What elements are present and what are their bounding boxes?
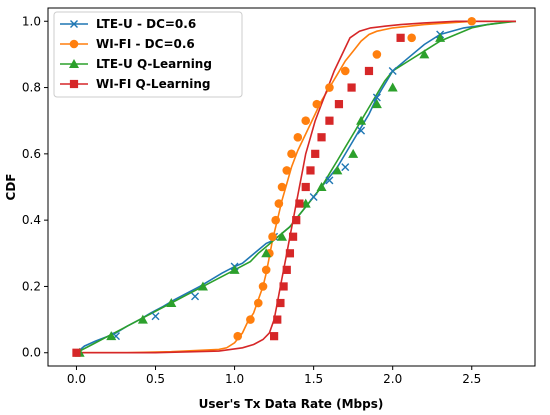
y-tick-label: 0.0 <box>22 346 41 360</box>
marker-stroke <box>151 312 160 321</box>
marker-stroke <box>191 292 200 301</box>
series-point-wi-fi-q-learning <box>301 182 310 192</box>
x-tick-label: 2.0 <box>383 372 402 386</box>
series-point-wi-fi-dc-0-6 <box>287 149 296 159</box>
x-tick-label: 0.5 <box>146 372 165 386</box>
series-point-wi-fi-dc-0-6 <box>372 50 382 59</box>
series-point-wi-fi-q-learning <box>282 265 291 274</box>
series-point-lte-u-q-learning <box>229 264 240 274</box>
series-point-lte-u-dc-0-6 <box>191 292 200 301</box>
series-point-lte-u-dc-0-6 <box>309 192 318 201</box>
series-point-lte-u-dc-0-6 <box>357 126 366 135</box>
series-markers <box>72 16 477 357</box>
series-point-lte-u-q-learning <box>387 82 398 92</box>
legend: LTE-U - DC=0.6 WI-FI - DC=0.6 LTE-U Q-Lear… <box>53 11 243 98</box>
series-point-wi-fi-q-learning <box>364 66 374 76</box>
legend-swatch-marker <box>69 79 79 89</box>
series-point-wi-fi-q-learning <box>288 232 298 241</box>
marker-stroke <box>341 163 350 172</box>
series-point-lte-u-q-learning <box>106 331 117 341</box>
series-point-wi-fi-dc-0-6 <box>233 331 243 341</box>
x-tick-label: 1.5 <box>304 372 323 386</box>
axis-ticks: 0.0 0.5 1.0 1.5 2.0 2.5 0.0 0.2 0.4 0.6 0.8 1.0 <box>22 14 481 386</box>
series-point-lte-u-q-learning <box>371 99 382 109</box>
y-tick-label: 0.4 <box>22 213 41 227</box>
series-point-lte-u-dc-0-6 <box>151 312 160 321</box>
series-point-wi-fi-dc-0-6 <box>467 16 477 26</box>
series-point-wi-fi-q-learning <box>285 249 295 258</box>
legend-label-wi-fi-dc-0-6: WI-FI - DC=0.6 <box>96 37 195 51</box>
series-point-lte-u-q-learning <box>316 182 327 191</box>
series-point-wi-fi-q-learning <box>270 332 279 341</box>
marker-stroke <box>372 93 381 102</box>
series-point-wi-fi-q-learning <box>334 100 344 109</box>
series-point-lte-u-dc-0-6 <box>325 176 334 185</box>
legend-label-lte-u-dc-0-6: LTE-U - DC=0.6 <box>96 17 196 31</box>
series-point-lte-u-q-learning <box>348 148 359 158</box>
series-point-lte-u-q-learning <box>261 248 272 258</box>
x-tick-label: 0.0 <box>67 372 86 386</box>
x-axis-label: User's Tx Data Rate (Mbps) <box>199 397 384 411</box>
series-point-wi-fi-q-learning <box>317 133 326 142</box>
series-point-lte-u-dc-0-6 <box>388 66 397 75</box>
series-point-wi-fi-dc-0-6 <box>246 315 255 324</box>
series-point-wi-fi-dc-0-6 <box>274 199 284 208</box>
x-tick-label: 2.5 <box>462 372 481 386</box>
y-tick-label: 0.2 <box>22 279 41 293</box>
series-point-wi-fi-dc-0-6 <box>407 33 416 43</box>
series-point-lte-u-q-learning <box>332 165 343 175</box>
series-point-lte-u-q-learning <box>277 231 288 241</box>
series-point-wi-fi-dc-0-6 <box>325 83 334 92</box>
series-point-lte-u-dc-0-6 <box>372 93 381 102</box>
series-point-wi-fi-dc-0-6 <box>253 298 263 308</box>
series-point-wi-fi-q-learning <box>347 83 356 92</box>
plot-frame <box>47 7 536 367</box>
series-point-lte-u-q-learning <box>197 281 208 291</box>
series-point-wi-fi-dc-0-6 <box>268 232 277 242</box>
series-point-wi-fi-dc-0-6 <box>340 66 350 76</box>
marker-stroke <box>388 66 397 75</box>
marker-stroke <box>325 176 334 185</box>
series-point-wi-fi-dc-0-6 <box>261 265 271 275</box>
legend-label-lte-u-q-learning: LTE-U Q-Learning <box>96 57 212 71</box>
series-point-wi-fi-q-learning <box>279 282 288 291</box>
series-point-wi-fi-q-learning <box>306 166 315 175</box>
y-axis-label: CDF <box>4 174 18 201</box>
series-point-wi-fi-q-learning <box>292 216 301 225</box>
marker-stroke <box>357 126 366 135</box>
series-line-wi-fi-q-learning <box>76 20 516 354</box>
y-tick-label: 1.0 <box>22 14 41 28</box>
series-point-wi-fi-q-learning <box>396 33 405 42</box>
series-point-wi-fi-q-learning <box>276 298 285 308</box>
y-tick-label: 0.6 <box>22 147 41 161</box>
legend-swatch-marker <box>70 20 78 28</box>
series-point-lte-u-dc-0-6 <box>341 163 350 172</box>
legend-label-wi-fi-q-learning: WI-FI Q-Learning <box>96 77 211 91</box>
y-tick-label: 0.8 <box>22 81 41 95</box>
series-point-lte-u-q-learning <box>356 115 367 125</box>
series-point-lte-u-q-learning <box>419 49 430 59</box>
series-point-wi-fi-q-learning <box>295 199 304 208</box>
legend-swatch-marker <box>69 39 79 49</box>
series-point-wi-fi-q-learning <box>325 116 334 125</box>
series-point-wi-fi-dc-0-6 <box>271 215 280 225</box>
x-tick-label: 1.0 <box>225 372 244 386</box>
series-point-wi-fi-dc-0-6 <box>282 166 292 175</box>
series-point-wi-fi-q-learning <box>273 315 282 324</box>
legend-swatch-marker <box>69 59 79 68</box>
series-point-lte-u-q-learning <box>435 32 446 42</box>
series-point-wi-fi-dc-0-6 <box>258 282 268 291</box>
series-point-lte-u-q-learning <box>137 314 148 324</box>
series-point-wi-fi-dc-0-6 <box>312 99 322 109</box>
series-point-wi-fi-q-learning <box>72 348 81 357</box>
series-point-wi-fi-q-learning <box>311 149 320 158</box>
series-point-wi-fi-dc-0-6 <box>277 182 287 192</box>
marker-stroke <box>309 192 318 201</box>
series-point-wi-fi-dc-0-6 <box>301 116 311 126</box>
marker-stroke <box>70 20 78 28</box>
series-point-wi-fi-dc-0-6 <box>293 132 303 142</box>
series-point-lte-u-q-learning <box>166 298 177 308</box>
legend-box <box>53 11 243 98</box>
